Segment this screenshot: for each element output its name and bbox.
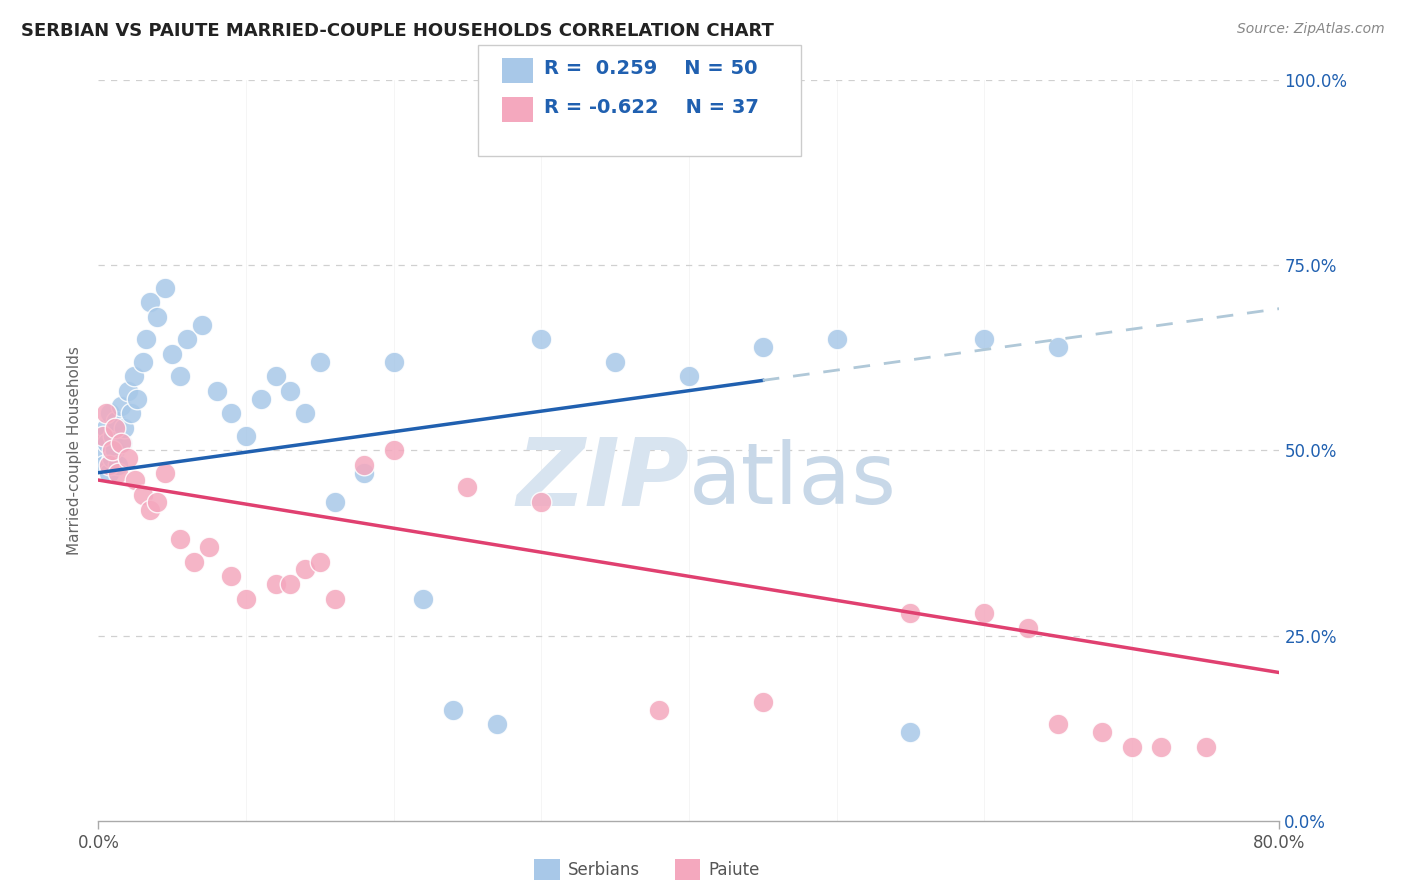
Point bbox=[264, 576, 287, 591]
Point bbox=[353, 458, 375, 473]
Text: SERBIAN VS PAIUTE MARRIED-COUPLE HOUSEHOLDS CORRELATION CHART: SERBIAN VS PAIUTE MARRIED-COUPLE HOUSEHO… bbox=[21, 22, 773, 40]
Point bbox=[162, 347, 183, 361]
Text: R = -0.622    N = 37: R = -0.622 N = 37 bbox=[544, 98, 759, 118]
Point bbox=[900, 724, 922, 739]
Point bbox=[235, 591, 257, 606]
Point bbox=[198, 540, 221, 554]
Point bbox=[221, 407, 243, 421]
Point bbox=[205, 384, 228, 399]
Point bbox=[124, 473, 146, 487]
Point bbox=[139, 295, 162, 310]
Point bbox=[110, 436, 132, 450]
Point bbox=[146, 310, 169, 325]
Point bbox=[382, 354, 405, 368]
Point bbox=[264, 369, 287, 384]
Point bbox=[1047, 340, 1070, 354]
Point bbox=[111, 436, 134, 450]
Point bbox=[93, 458, 115, 473]
Text: Paiute: Paiute bbox=[709, 861, 761, 879]
Point bbox=[294, 407, 316, 421]
Point bbox=[135, 333, 157, 347]
Point bbox=[530, 333, 553, 347]
Point bbox=[122, 369, 145, 384]
Point bbox=[132, 488, 155, 502]
Point bbox=[117, 450, 139, 465]
Y-axis label: Married-couple Households: Married-couple Households bbox=[66, 346, 82, 555]
Point bbox=[309, 354, 332, 368]
Point bbox=[309, 555, 332, 569]
Point bbox=[1091, 724, 1114, 739]
Point bbox=[153, 280, 176, 294]
Point bbox=[98, 407, 121, 421]
Point bbox=[117, 384, 139, 399]
Point bbox=[176, 333, 198, 347]
Point bbox=[100, 443, 122, 458]
Point bbox=[120, 407, 142, 421]
Point bbox=[94, 421, 117, 435]
Point bbox=[973, 333, 995, 347]
Point bbox=[221, 569, 243, 583]
Text: ZIP: ZIP bbox=[516, 434, 689, 526]
Point bbox=[752, 340, 775, 354]
Point bbox=[530, 495, 553, 509]
Point bbox=[100, 450, 122, 465]
Point bbox=[1047, 717, 1070, 731]
Point bbox=[125, 392, 148, 406]
Point bbox=[91, 428, 114, 442]
Point bbox=[103, 428, 125, 442]
Point bbox=[973, 607, 995, 621]
Point bbox=[1018, 621, 1040, 635]
Point bbox=[441, 703, 464, 717]
Point bbox=[605, 354, 627, 368]
Point bbox=[97, 466, 120, 480]
Point bbox=[678, 369, 700, 384]
Point bbox=[169, 533, 191, 547]
Point bbox=[752, 695, 775, 709]
Point bbox=[294, 562, 316, 576]
Point bbox=[132, 354, 155, 368]
Point bbox=[169, 369, 191, 384]
Point bbox=[96, 436, 118, 450]
Point bbox=[825, 333, 848, 347]
Text: Serbians: Serbians bbox=[568, 861, 640, 879]
Point bbox=[235, 428, 257, 442]
Point bbox=[1150, 739, 1173, 754]
Point bbox=[1195, 739, 1218, 754]
Point bbox=[280, 384, 302, 399]
Point bbox=[90, 443, 112, 458]
Point bbox=[457, 481, 479, 495]
Point bbox=[139, 502, 162, 516]
Point bbox=[412, 591, 434, 606]
Point bbox=[107, 458, 129, 473]
Point bbox=[353, 466, 375, 480]
Point bbox=[104, 443, 127, 458]
Point bbox=[94, 407, 117, 421]
Point bbox=[900, 607, 922, 621]
Point bbox=[112, 421, 135, 435]
Text: atlas: atlas bbox=[689, 439, 897, 522]
Point bbox=[183, 555, 205, 569]
Point bbox=[250, 392, 273, 406]
Point bbox=[191, 318, 214, 332]
Point bbox=[91, 428, 114, 442]
Point bbox=[486, 717, 509, 731]
Point bbox=[323, 495, 346, 509]
Point bbox=[146, 495, 169, 509]
Point bbox=[280, 576, 302, 591]
Point bbox=[104, 421, 127, 435]
Point bbox=[1121, 739, 1143, 754]
Point bbox=[382, 443, 405, 458]
Point bbox=[107, 466, 129, 480]
Point bbox=[105, 414, 128, 428]
Text: Source: ZipAtlas.com: Source: ZipAtlas.com bbox=[1237, 22, 1385, 37]
Point bbox=[648, 703, 671, 717]
Point bbox=[153, 466, 176, 480]
Point bbox=[110, 399, 132, 413]
Point bbox=[323, 591, 346, 606]
Text: R =  0.259    N = 50: R = 0.259 N = 50 bbox=[544, 59, 758, 78]
Point bbox=[97, 458, 120, 473]
